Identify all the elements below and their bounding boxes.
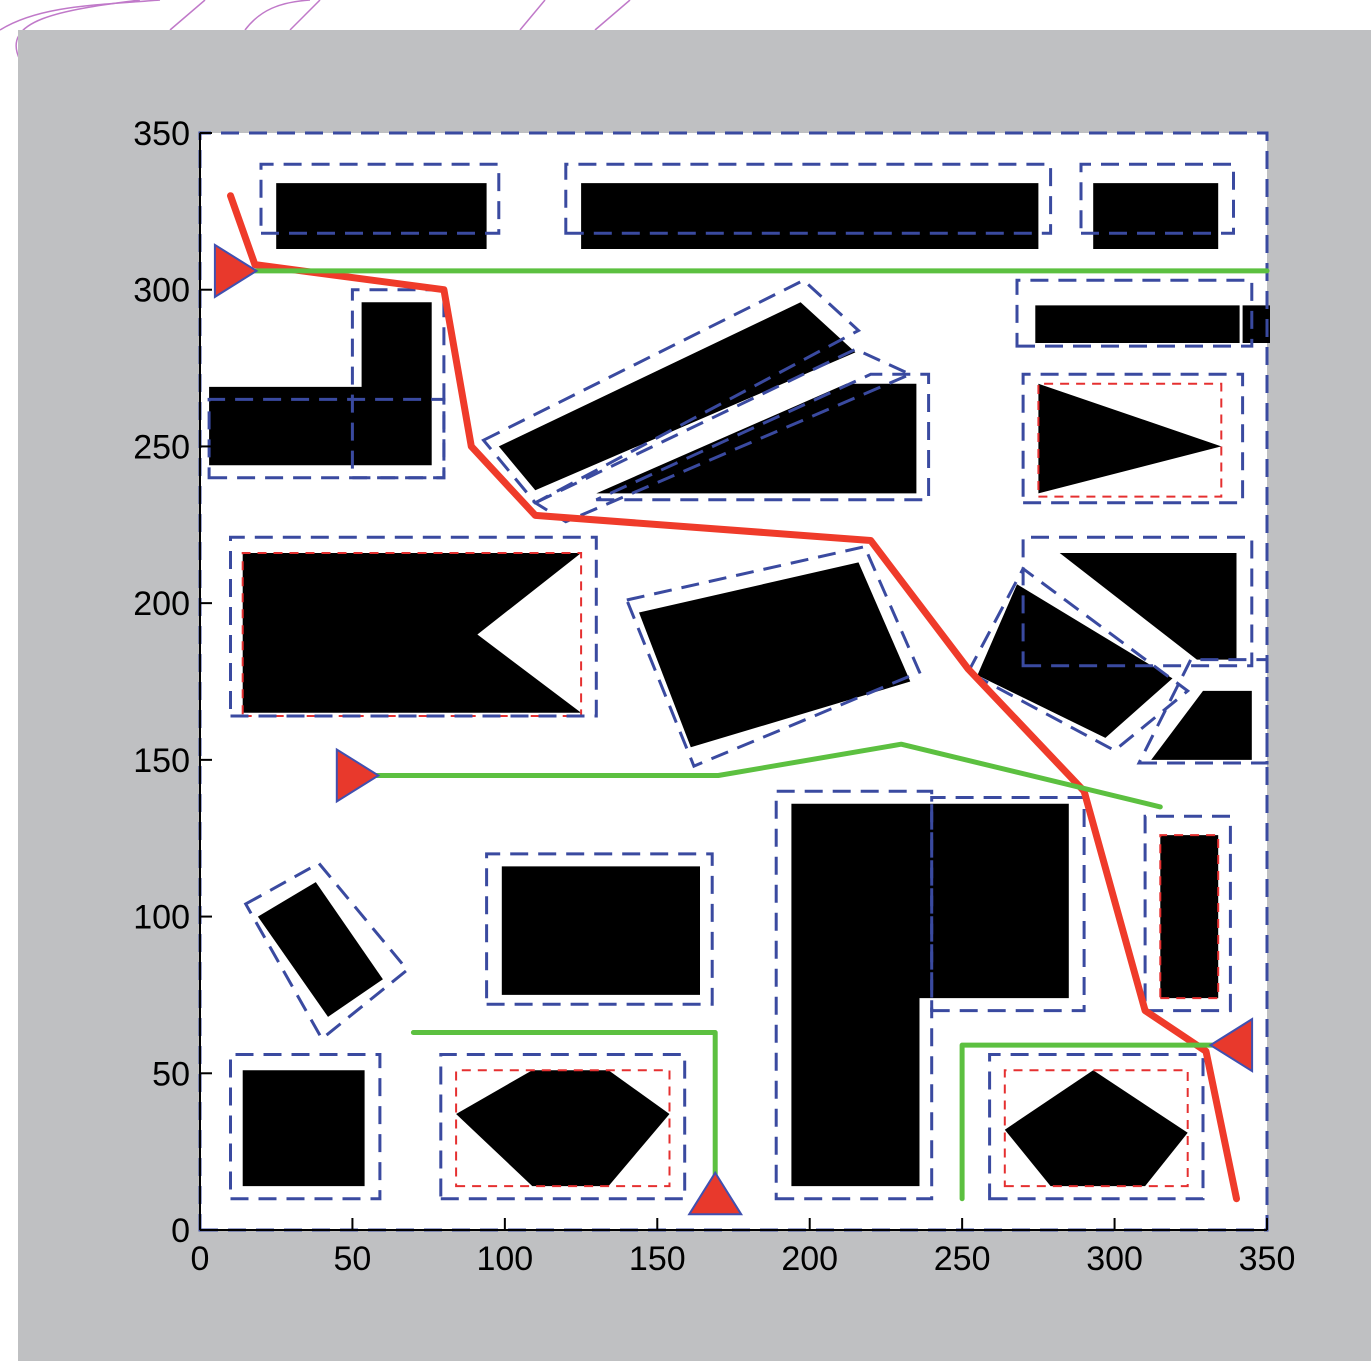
inner-safety-boundary <box>455 1069 671 1188</box>
obstacle <box>501 866 700 995</box>
safety-boundary <box>1021 535 1254 668</box>
x-tick-label: 250 <box>934 1240 991 1278</box>
obstacle <box>791 803 1069 1187</box>
markers-layer <box>213 243 1254 1216</box>
obstacle <box>276 183 487 249</box>
safety-boundary <box>481 278 862 505</box>
x-tick-label: 200 <box>781 1240 838 1278</box>
x-tick-label: 150 <box>629 1240 686 1278</box>
red-path-line <box>227 192 1240 1203</box>
safety-boundary <box>1143 814 1232 1013</box>
start-marker <box>687 1170 744 1216</box>
safety-boundary <box>564 162 1053 235</box>
obstacles-layer <box>209 183 1270 1187</box>
safety-boundary <box>1015 278 1254 348</box>
obstacle <box>456 1070 670 1187</box>
green-path-line <box>959 1042 1239 1202</box>
safety-boundary <box>624 544 922 769</box>
y-tick-label: 50 <box>152 1055 190 1093</box>
obstacle <box>1160 835 1219 999</box>
safety-boundary <box>207 397 446 480</box>
safety-boundary <box>229 535 598 718</box>
obstacle <box>596 383 917 494</box>
safety-boundary <box>1021 372 1245 505</box>
y-tick-label: 250 <box>133 428 190 466</box>
x-tick-label: 350 <box>1239 1240 1296 1278</box>
obstacle <box>1093 183 1219 249</box>
inner-safety-boundary <box>1037 382 1223 498</box>
start-marker <box>335 747 381 804</box>
safety-boundary <box>988 1053 1205 1201</box>
obstacle <box>639 562 911 748</box>
safety-boundary <box>966 566 1191 753</box>
safety-boundary <box>595 372 931 502</box>
x-tick-label: 100 <box>476 1240 533 1278</box>
obstacle <box>1004 1070 1188 1187</box>
decorative-curves <box>0 0 631 60</box>
safety-boundary <box>774 789 934 1201</box>
safety-boundary <box>259 162 501 235</box>
obstacle <box>1151 690 1252 760</box>
y-tick-label: 200 <box>133 585 190 623</box>
y-tick-label: 100 <box>133 899 190 937</box>
safety-boundary <box>1079 162 1235 235</box>
obstacle <box>1242 305 1270 343</box>
safety-boundary <box>439 1053 687 1201</box>
obstacle <box>242 553 582 713</box>
green-path-line <box>349 741 1163 810</box>
y-tick-label: 300 <box>133 272 190 310</box>
inner-safety-boundary <box>1159 834 1220 1000</box>
obstacle <box>257 882 383 1017</box>
obstacle <box>977 584 1173 738</box>
y-tick-label: 150 <box>133 742 190 780</box>
x-tick-label: 300 <box>1086 1240 1143 1278</box>
obstacle <box>1035 305 1240 343</box>
obstacle <box>242 1070 365 1187</box>
safety-boundary <box>229 1053 382 1201</box>
green-path-line <box>410 1030 718 1202</box>
y-tick-label: 350 <box>133 115 190 153</box>
y-tick-label: 0 <box>171 1212 190 1250</box>
obstacle <box>581 183 1039 249</box>
inner-safety-boundary <box>1003 1069 1189 1188</box>
x-tick-label: 0 <box>191 1240 210 1278</box>
obstacle <box>209 302 432 466</box>
obstacle <box>1038 383 1222 494</box>
safety-boundary <box>1136 658 1269 765</box>
safety-boundary <box>485 852 714 1006</box>
obstacle <box>498 302 856 491</box>
axes-layer: 0 50 100 150 200 250 300 350 0 50 100 150 200 250 300 3… <box>133 115 1295 1278</box>
start-marker <box>1208 1017 1254 1073</box>
series-layer <box>227 192 1270 1203</box>
obstacle <box>1059 553 1237 660</box>
x-tick-label: 50 <box>334 1240 372 1278</box>
start-marker <box>213 243 259 299</box>
